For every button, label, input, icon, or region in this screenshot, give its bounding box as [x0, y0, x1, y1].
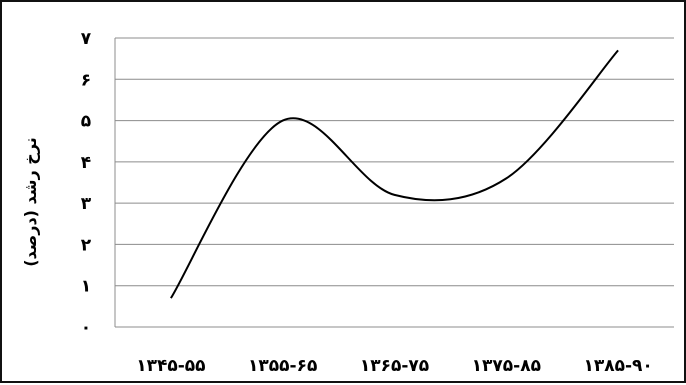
x-tick-label: ۱۳۴۵-۵۵	[136, 356, 205, 376]
x-tick-label: ۱۳۸۵-۹۰	[583, 356, 652, 376]
y-tick-label: ۱	[81, 277, 91, 297]
y-axis-label: نرخ رشد (درصد)	[21, 137, 40, 267]
axes	[114, 38, 674, 328]
x-tick-label: ۱۳۶۵-۷۵	[360, 356, 429, 376]
series-group	[170, 49, 619, 299]
y-tick-label: ۰	[81, 318, 91, 338]
series-line	[170, 49, 619, 299]
y-tick-label: ۴	[81, 153, 91, 173]
y-tick-label: ۷	[81, 29, 92, 49]
y-tick-label: ۶	[81, 70, 91, 90]
x-tick-labels: ۱۳۴۵-۵۵ ۱۳۵۵-۶۵ ۱۳۶۵-۷۵ ۱۳۷۵-۸۵ ۱۳۸۵-۹۰	[136, 356, 653, 376]
y-tick-label: ۵	[81, 112, 91, 132]
y-tick-label: ۳	[81, 194, 92, 214]
x-tick-label: ۱۳۵۵-۶۵	[248, 356, 317, 376]
gridlines	[115, 37, 674, 287]
y-tick-labels: ۰ ۱ ۲ ۳ ۴ ۵ ۶ ۷	[81, 29, 92, 338]
y-tick-label: ۲	[81, 235, 92, 255]
x-tick-label: ۱۳۷۵-۸۵	[472, 356, 541, 376]
